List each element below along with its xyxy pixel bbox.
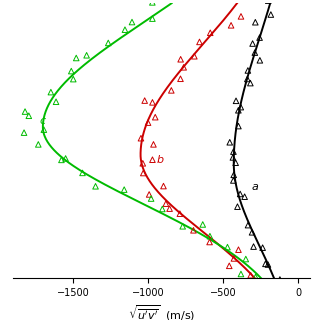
Point	[268, 12, 273, 17]
Point	[227, 140, 232, 145]
Point	[197, 39, 202, 44]
Point	[192, 54, 197, 59]
X-axis label: $\sqrt{\overline{u^\prime v^\prime}}$  (m/s): $\sqrt{\overline{u^\prime v^\prime}}$ (m…	[128, 304, 195, 320]
Point	[180, 224, 185, 229]
Text: a: a	[252, 182, 259, 192]
Point	[142, 98, 147, 103]
Point	[231, 172, 236, 177]
Point	[237, 191, 243, 196]
Point	[150, 16, 155, 21]
Point	[250, 41, 255, 46]
Point	[245, 68, 251, 73]
Point	[236, 247, 241, 252]
Point	[236, 124, 241, 129]
Point	[151, 142, 156, 147]
Point	[191, 228, 196, 233]
Point	[147, 192, 152, 197]
Point	[146, 120, 151, 125]
Point	[26, 113, 31, 118]
Point	[248, 273, 253, 278]
Point	[207, 239, 212, 244]
Point	[230, 155, 236, 160]
Point	[260, 245, 265, 250]
Point	[265, 262, 270, 267]
Point	[153, 115, 158, 120]
Point	[208, 30, 213, 35]
Point	[41, 127, 46, 132]
Point	[181, 65, 186, 70]
Point	[59, 157, 64, 163]
Point	[252, 50, 257, 55]
Point	[150, 0, 155, 5]
Point	[225, 244, 230, 250]
Point	[177, 211, 182, 216]
Point	[69, 68, 74, 74]
Point	[53, 99, 59, 104]
Point	[71, 76, 76, 82]
Point	[80, 170, 85, 175]
Point	[231, 149, 236, 154]
Point	[242, 194, 247, 199]
Point	[207, 234, 212, 239]
Point	[245, 76, 250, 82]
Point	[150, 157, 155, 162]
Point	[178, 57, 183, 62]
Point	[150, 100, 155, 105]
Text: c: c	[40, 116, 46, 126]
Point	[169, 88, 174, 93]
Point	[163, 201, 168, 206]
Point	[231, 256, 236, 261]
Point	[277, 277, 283, 282]
Point	[36, 142, 41, 147]
Point	[266, 0, 271, 3]
Point	[129, 20, 134, 25]
Point	[245, 223, 251, 228]
Point	[231, 178, 236, 183]
Point	[238, 105, 243, 110]
Point	[74, 55, 79, 60]
Point	[234, 98, 239, 103]
Point	[253, 275, 258, 280]
Point	[106, 40, 111, 45]
Point	[239, 0, 244, 1]
Point	[63, 156, 68, 161]
Point	[263, 261, 268, 267]
Point	[227, 263, 232, 268]
Point	[250, 230, 255, 235]
Text: b: b	[157, 155, 164, 165]
Point	[138, 136, 143, 141]
Point	[248, 81, 253, 86]
Point	[233, 160, 238, 165]
Point	[257, 35, 262, 40]
Point	[178, 76, 183, 81]
Point	[235, 204, 240, 209]
Point	[236, 108, 241, 113]
Point	[123, 27, 128, 32]
Point	[167, 206, 172, 211]
Point	[84, 53, 89, 58]
Point	[228, 23, 234, 28]
Point	[253, 20, 258, 25]
Point	[122, 187, 127, 192]
Point	[140, 161, 145, 166]
Point	[200, 222, 205, 227]
Point	[93, 184, 98, 189]
Point	[22, 109, 28, 114]
Point	[243, 256, 248, 261]
Point	[257, 58, 262, 63]
Point	[160, 206, 165, 212]
Point	[48, 90, 53, 95]
Point	[141, 171, 146, 176]
Point	[148, 196, 154, 201]
Point	[161, 183, 166, 188]
Point	[21, 130, 27, 135]
Point	[238, 271, 244, 276]
Point	[238, 14, 244, 19]
Point	[251, 244, 256, 249]
